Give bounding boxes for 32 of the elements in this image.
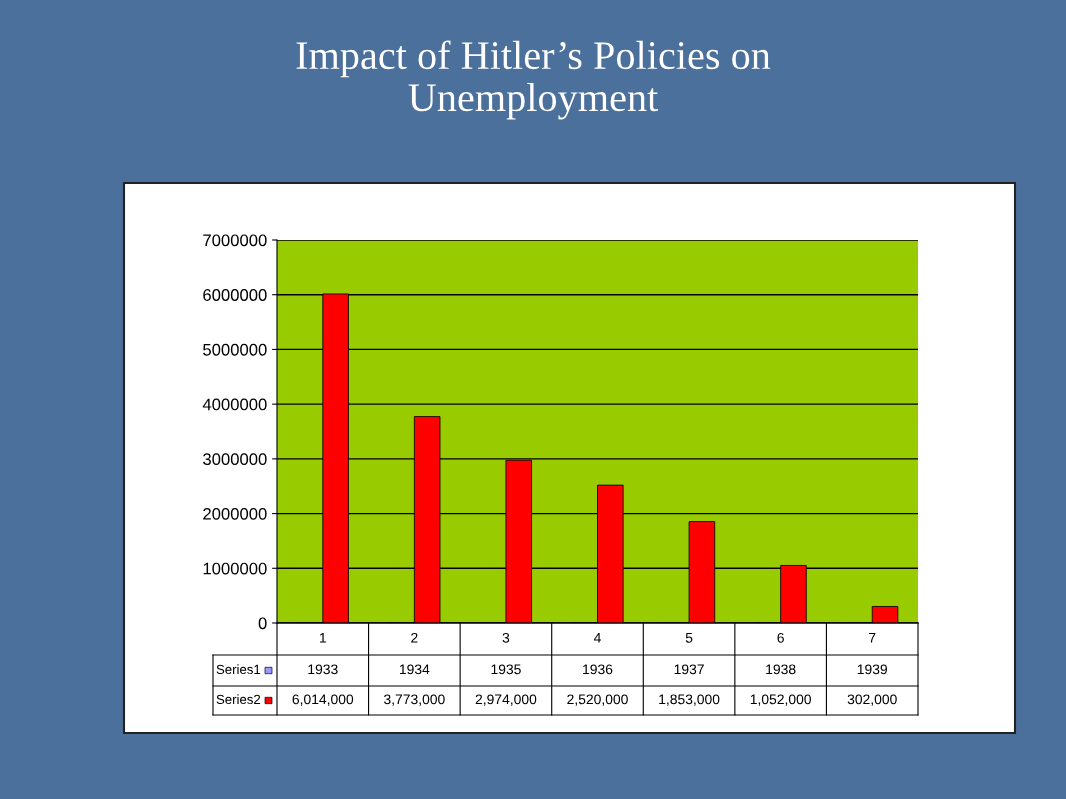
x-tick-label: 1	[319, 633, 326, 643]
y-tick-label: 6000000	[203, 289, 267, 301]
y-tick-label: 2000000	[203, 507, 267, 520]
data-label: 6,014,000	[292, 694, 354, 706]
legend-label: Series2	[216, 694, 261, 705]
data-label: 1,052,000	[750, 694, 811, 706]
data-label: 3,773,000	[384, 694, 445, 706]
x-tick-label: 3	[502, 632, 510, 643]
y-tick-label: 1000000	[203, 562, 267, 575]
y-tick-label: 5000000	[203, 343, 267, 356]
data-label: 2,520,000	[567, 694, 628, 706]
x-tick-label: 6	[777, 632, 784, 643]
data-label: 1937	[674, 664, 704, 675]
data-label: 302,000	[847, 694, 897, 706]
x-tick-label: 4	[593, 633, 601, 643]
data-label: 1938	[766, 664, 796, 675]
chart-title: Impact of Hitler’s Policies on Unemployment	[296, 40, 771, 120]
data-label: 1935	[491, 664, 521, 675]
data-label: 1939	[857, 664, 888, 675]
legend-label: Series1	[216, 664, 261, 675]
data-label: 2,974,000	[475, 694, 537, 706]
data-label: 1,853,000	[659, 694, 720, 706]
data-label: 1934	[399, 664, 430, 675]
y-tick-label: 4000000	[202, 398, 267, 411]
y-tick-label: 0	[258, 617, 267, 630]
y-tick-label: 7000000	[203, 234, 267, 247]
x-tick-label: 5	[685, 633, 693, 643]
x-tick-label: 2	[411, 632, 418, 643]
data-label: 1933	[308, 664, 338, 675]
x-tick-label: 7	[869, 633, 876, 643]
y-tick-label: 3000000	[203, 453, 267, 466]
data-label: 1936	[583, 664, 613, 675]
